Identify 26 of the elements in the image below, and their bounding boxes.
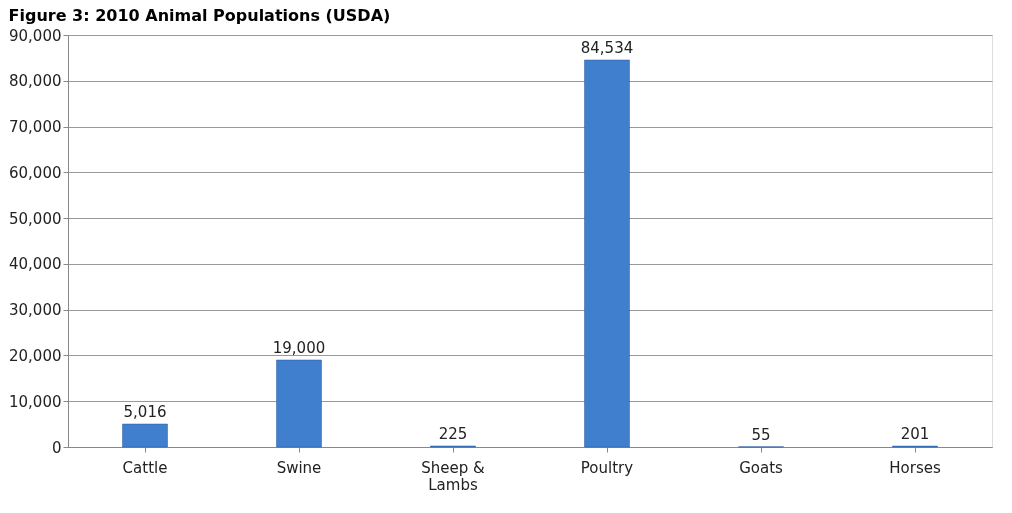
x-tick-label: Cattle [122,458,168,477]
y-tick-label: 0 [51,438,62,457]
data-label: 201 [900,425,930,444]
bar [584,59,630,448]
data-label: 84,534 [580,39,634,58]
y-tick-label: 90,000 [9,26,62,45]
y-tick-label: 50,000 [9,209,62,228]
y-tick-label: 60,000 [9,163,62,182]
y-tick-label: 80,000 [9,72,62,91]
x-tick-label: Poultry [580,458,634,477]
y-tick-label: 10,000 [9,392,62,411]
y-tick-label: 20,000 [9,346,62,365]
bar [276,359,322,448]
data-label: 19,000 [272,339,326,358]
y-tick-label: 30,000 [9,301,62,320]
x-tick-label: Sheep & Lambs [421,458,486,494]
chart-title: Figure 3: 2010 Animal Populations (USDA) [8,6,391,25]
y-tick-label: 40,000 [9,255,62,274]
bar [122,423,168,448]
y-tick-label: 70,000 [9,118,62,137]
x-tick-label: Goats [739,458,784,477]
x-tick-label: Horses [889,458,941,477]
data-label: 55 [751,425,771,444]
data-label: 225 [438,424,468,443]
x-tick-label: Swine [276,458,322,477]
data-label: 5,016 [123,403,167,422]
